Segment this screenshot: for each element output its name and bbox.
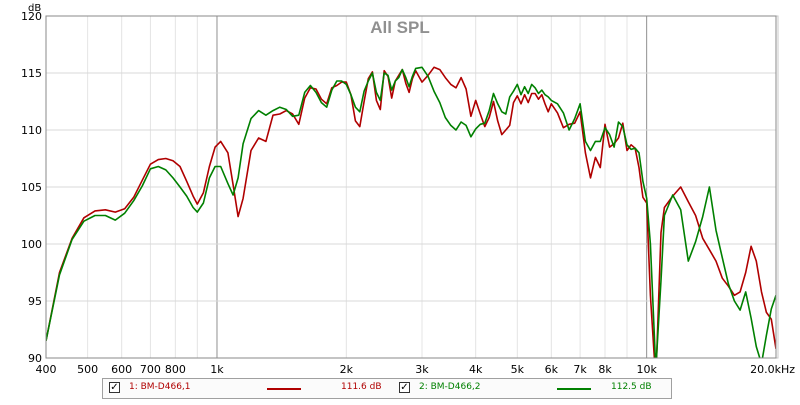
series-1-swatch	[267, 388, 301, 390]
y-tick-label: 120	[21, 10, 42, 23]
series-line-1	[46, 66, 776, 358]
x-tick-label: 8k	[598, 363, 612, 376]
x-tick-label: 500	[77, 363, 98, 376]
series-1-name: 1: BM-D466,1	[129, 382, 191, 392]
y-tick-label: 90	[28, 352, 42, 365]
series-2-name: 2: BM-D466,2	[419, 382, 481, 392]
y-tick-label: 100	[21, 238, 42, 251]
x-tick-label: 4k	[469, 363, 483, 376]
y-tick-label: 105	[21, 181, 42, 194]
plot-frame	[45, 15, 777, 359]
series-line-2	[46, 66, 776, 358]
x-tick-label: 5k	[511, 363, 525, 376]
y-axis-unit-label: dB	[28, 3, 41, 14]
series-2-level: 112.5 dB	[611, 382, 652, 392]
x-tick-label: 800	[165, 363, 186, 376]
legend: ✓ 1: BM-D466,1 111.6 dB ✓ 2: BM-D466,2 1…	[102, 378, 672, 399]
x-tick-label: 3k	[415, 363, 429, 376]
x-tick-label: 10k	[636, 363, 657, 376]
x-tick-label: 6k	[545, 363, 559, 376]
x-tick-label: 20.0kHz	[750, 363, 795, 376]
x-tick-label: 600	[111, 363, 132, 376]
series-1-checkbox[interactable]: ✓	[109, 382, 120, 393]
x-tick-label: 700	[140, 363, 161, 376]
chart-title: All SPL	[370, 18, 430, 37]
y-tick-label: 110	[21, 124, 42, 137]
x-tick-label: 1k	[210, 363, 224, 376]
x-tick-label: 2k	[340, 363, 354, 376]
y-tick-label: 115	[21, 67, 42, 80]
y-tick-label: 95	[28, 295, 42, 308]
series-2-checkbox[interactable]: ✓	[399, 382, 410, 393]
tick-labels: 90 95 100 105 110 115 120 400 500 600 700 800 1k 2k 3k…	[21, 10, 795, 376]
series-1-level: 111.6 dB	[341, 382, 382, 392]
x-tick-label: 400	[36, 363, 57, 376]
x-tick-label: 7k	[573, 363, 587, 376]
series-group	[46, 66, 776, 358]
series-2-swatch	[557, 388, 591, 390]
